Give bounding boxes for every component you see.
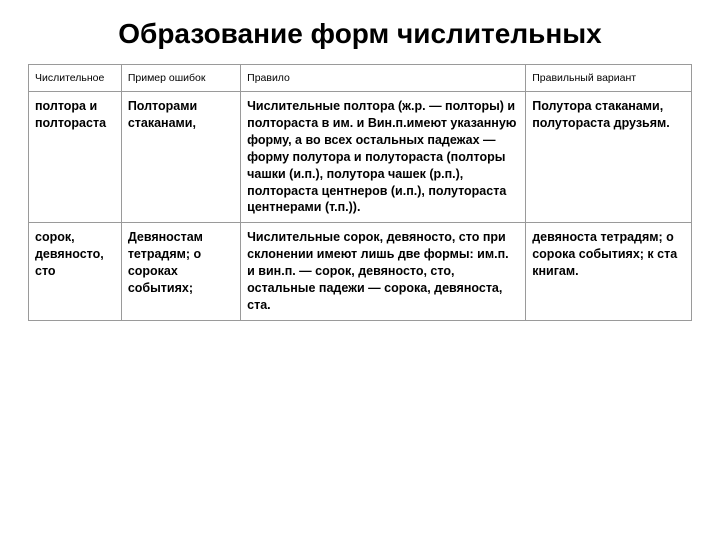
page-title: Образование форм числительных — [28, 18, 692, 50]
cell-numeral: сорок, девяносто, сто — [29, 223, 122, 320]
cell-rule: Числительные сорок, девяносто, сто при с… — [241, 223, 526, 320]
cell-numeral: полтора и полтораста — [29, 92, 122, 223]
table-row: сорок, девяносто, сто Девяностам тетрадя… — [29, 223, 692, 320]
cell-mistake: Полторами стаканами, — [121, 92, 240, 223]
numerals-table: Числительное Пример ошибок Правило Прави… — [28, 64, 692, 321]
table-row: полтора и полтораста Полторами стаканами… — [29, 92, 692, 223]
cell-rule: Числительные полтора (ж.р. — полторы) и … — [241, 92, 526, 223]
cell-correct: Полутора стаканами, полутораста друзьям. — [526, 92, 692, 223]
cell-correct: девяноста тетрадям; о сорока событиях; к… — [526, 223, 692, 320]
col-numeral: Числительное — [29, 65, 122, 92]
cell-mistake: Девяностам тетрадям; о сороках событиях; — [121, 223, 240, 320]
table-header-row: Числительное Пример ошибок Правило Прави… — [29, 65, 692, 92]
col-correct: Правильный вариант — [526, 65, 692, 92]
col-mistake: Пример ошибок — [121, 65, 240, 92]
col-rule: Правило — [241, 65, 526, 92]
